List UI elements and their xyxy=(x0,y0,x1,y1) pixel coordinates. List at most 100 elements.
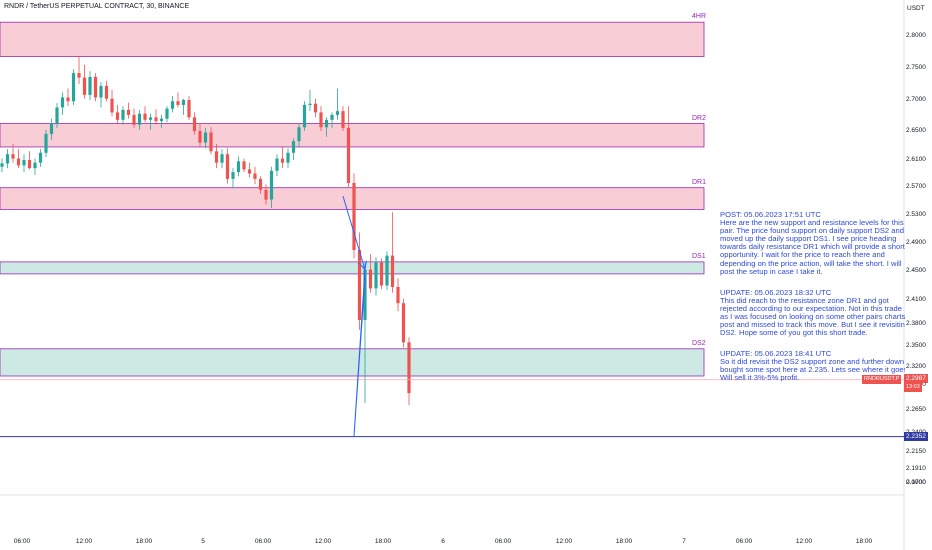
candle xyxy=(341,106,345,131)
candle xyxy=(352,173,356,259)
candle xyxy=(319,106,323,131)
candle xyxy=(66,88,70,107)
time-tick: 12:00 xyxy=(314,538,332,545)
candle xyxy=(390,212,395,293)
note-line: towards daily resistance DR1 which will … xyxy=(720,242,905,252)
candle xyxy=(110,89,114,117)
note-line: rejected according to our expectation. N… xyxy=(720,304,902,314)
candle xyxy=(385,251,389,290)
candle xyxy=(55,103,59,128)
candle xyxy=(258,176,263,194)
candle xyxy=(209,127,213,155)
candle xyxy=(236,156,241,177)
candle xyxy=(5,149,10,169)
candle xyxy=(192,112,197,135)
candle xyxy=(396,278,400,312)
time-tick: 18:00 xyxy=(615,538,633,545)
projection-path[interactable] xyxy=(342,195,366,437)
price-tick: 2.4100 xyxy=(906,296,926,303)
zone-label-ds1: DS1 xyxy=(692,252,706,260)
candle xyxy=(253,166,257,185)
candle xyxy=(286,148,290,169)
candle xyxy=(88,71,92,100)
time-tick: 06:00 xyxy=(13,538,31,545)
candle xyxy=(374,257,378,296)
note-line: So it did revisit the DS2 support zone a… xyxy=(720,357,905,367)
entry-price-tag: 2.2352 xyxy=(904,431,928,441)
candle xyxy=(82,64,87,99)
zone-label-dr1: DR1 xyxy=(692,178,707,186)
symbol-title[interactable]: RNDR / TetherUS PERPETUAL CONTRACT, 30, … xyxy=(4,3,190,10)
candle xyxy=(0,158,4,173)
price-tick: 2.4900 xyxy=(906,239,926,246)
candle xyxy=(242,158,246,173)
candle xyxy=(225,148,230,184)
price-tick: 2.1700 xyxy=(906,479,926,486)
time-tick: 18:00 xyxy=(374,538,392,545)
note-heading: UPDATE: 05.06.2023 18:32 UTC xyxy=(720,289,832,297)
note-line: as I was focused on looking on some othe… xyxy=(720,312,905,322)
countdown-tag: 13:03 xyxy=(904,382,922,392)
candle xyxy=(368,254,373,293)
note-line: moved up the daily support DS1. I see pr… xyxy=(720,234,897,244)
time-tick: 12:00 xyxy=(555,538,573,545)
candle xyxy=(280,146,285,169)
candle xyxy=(357,232,362,330)
candle xyxy=(330,112,334,128)
candle xyxy=(33,158,37,175)
note-heading: UPDATE: 05.06.2023 18:41 UTC xyxy=(720,350,832,358)
time-tick: 18:00 xyxy=(135,538,153,545)
note-line: Will sell it 3%-5% profit. xyxy=(720,373,800,383)
time-tick: 06:00 xyxy=(254,538,272,545)
candle xyxy=(121,106,125,125)
zone-4hr[interactable] xyxy=(0,21,705,57)
note-heading: POST: 05.06.2023 17:51 UTC xyxy=(720,211,821,219)
note-line: DS2. Hope some of you got this short tra… xyxy=(720,328,868,338)
candle xyxy=(220,149,224,169)
candle xyxy=(77,56,81,84)
candle xyxy=(176,92,180,108)
candle xyxy=(154,109,158,125)
candle xyxy=(115,104,120,124)
currency-label[interactable]: USDT xyxy=(907,5,925,12)
time-tick: 5 xyxy=(201,538,205,545)
candle xyxy=(132,108,136,128)
note-line: depending on the price action, will take… xyxy=(720,258,902,268)
zone-ds2[interactable] xyxy=(0,348,705,377)
candle xyxy=(379,258,384,290)
candle xyxy=(324,117,329,137)
candle xyxy=(313,98,318,118)
candle xyxy=(187,96,191,120)
candle xyxy=(165,106,169,123)
note-line: post the setup in case I take it. xyxy=(720,266,823,276)
candle xyxy=(401,298,406,348)
candle xyxy=(99,82,103,108)
zone-dr1[interactable] xyxy=(0,187,705,210)
candle xyxy=(44,129,48,158)
zones-layer xyxy=(0,21,705,377)
candle xyxy=(38,149,43,167)
candle xyxy=(297,123,301,147)
candles-layer xyxy=(0,56,411,405)
zone-dr2[interactable] xyxy=(0,123,705,148)
candle xyxy=(11,144,15,163)
candle xyxy=(181,98,186,115)
candle xyxy=(126,102,131,119)
candle xyxy=(159,114,164,128)
price-tick: 2.5700 xyxy=(906,183,926,190)
candle xyxy=(247,162,252,178)
note-line: pair. The price found support on daily s… xyxy=(720,226,904,236)
drawings-layer xyxy=(0,195,904,438)
zone-label-ds2: DS2 xyxy=(692,339,706,347)
candle xyxy=(16,149,21,169)
price-tick: 2.2650 xyxy=(906,406,926,413)
note-line: Here are the new support and resistance … xyxy=(720,218,904,228)
price-tick: 2.3200 xyxy=(906,363,926,370)
zone-ds1[interactable] xyxy=(0,261,705,275)
candle xyxy=(335,88,340,120)
price-tick: 2.3500 xyxy=(906,342,926,349)
current-symbol-tag: RNDRUSDT.P xyxy=(862,374,902,384)
price-tick: 2.7500 xyxy=(906,64,926,71)
